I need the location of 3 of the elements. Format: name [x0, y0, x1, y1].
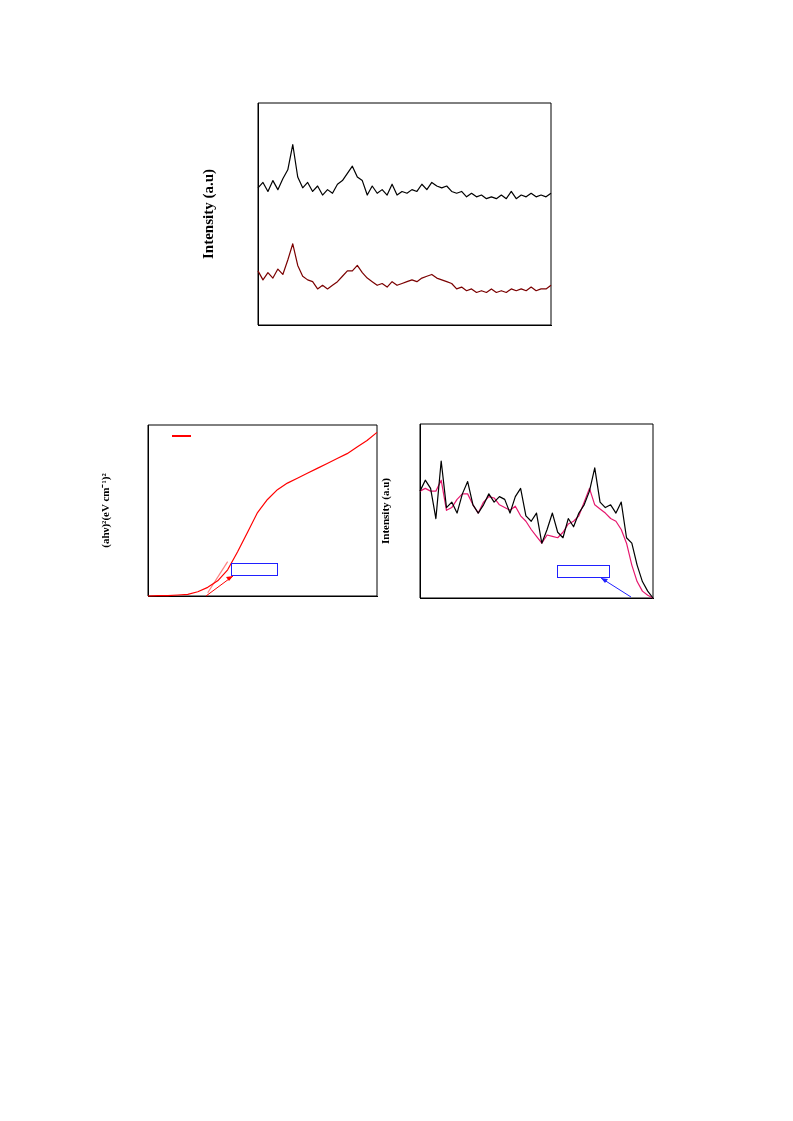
y-axis-title: Intensity (a.u)	[379, 477, 393, 545]
y-axis-title: (ahν)²(eV cm⁻¹)²	[99, 472, 113, 548]
y-axis-title: Intensity (a.u)	[199, 168, 217, 260]
